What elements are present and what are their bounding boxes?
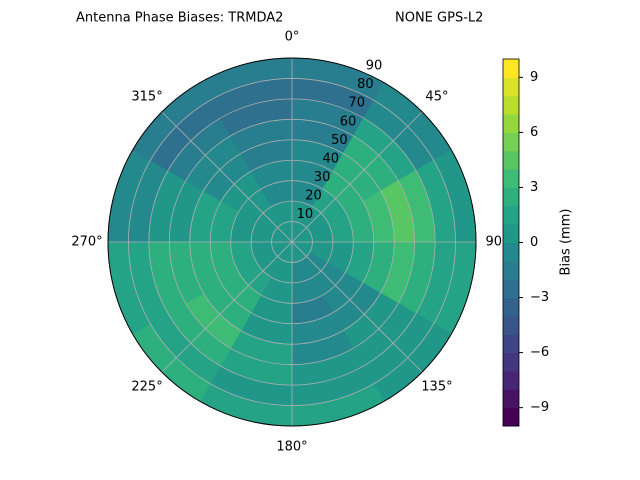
colorbar-band xyxy=(503,187,519,207)
colorbar-band xyxy=(503,407,519,427)
colorbar-band xyxy=(503,334,519,354)
r-tick-label: 80 xyxy=(357,77,374,92)
chart-title: Antenna Phase Biases: TRMDA2 xyxy=(76,11,283,26)
colorbar-band xyxy=(503,224,519,243)
angular-grid-line xyxy=(161,111,293,243)
colorbar-tick-label: 6 xyxy=(530,125,538,140)
theta-tick-label: 45° xyxy=(425,90,448,105)
colorbar-band xyxy=(503,77,519,97)
colorbar-band xyxy=(503,114,519,133)
colorbar-band xyxy=(503,370,519,390)
colorbar-band xyxy=(503,352,519,372)
angular-grid-line xyxy=(161,241,293,373)
colorbar-tick-label: −6 xyxy=(530,345,549,360)
r-tick-label: 30 xyxy=(314,170,331,185)
colorbar-band xyxy=(503,389,519,409)
theta-tick-label: 0° xyxy=(285,30,300,45)
colorbar-band xyxy=(503,59,519,78)
angular-grid-line xyxy=(291,241,423,373)
r-tick-label: 90 xyxy=(366,59,383,74)
r-tick-label: 10 xyxy=(297,207,314,222)
colorbar-band xyxy=(503,279,519,299)
theta-tick-label: 180° xyxy=(276,440,307,455)
theta-tick-label: 135° xyxy=(421,379,452,394)
polar-frame xyxy=(107,57,477,427)
theta-tick-label: 270° xyxy=(71,235,102,250)
r-tick-label: 20 xyxy=(305,188,322,203)
colorbar-tick-label: −9 xyxy=(530,400,549,415)
angular-grid-line xyxy=(291,111,423,243)
colorbar-band xyxy=(503,297,519,317)
chart-subtitle: NONE GPS-L2 xyxy=(395,11,483,26)
colorbar-band xyxy=(503,95,519,115)
colorbar-tick-label: 9 xyxy=(530,70,538,85)
colorbar-band xyxy=(503,242,519,262)
colorbar-tick-label: 3 xyxy=(530,180,538,195)
colorbar-band xyxy=(503,150,519,170)
r-tick-label: 50 xyxy=(331,133,348,148)
r-tick-label: 40 xyxy=(323,151,340,166)
r-tick-label: 60 xyxy=(340,114,357,129)
colorbar-label: Bias (mm) xyxy=(559,209,574,276)
colorbar-band xyxy=(503,315,519,335)
colorbar-band xyxy=(503,260,519,280)
theta-tick-label: 315° xyxy=(131,90,162,105)
r-tick-label: 70 xyxy=(348,96,365,111)
colorbar-band xyxy=(503,132,519,152)
colorbar-band xyxy=(503,169,519,188)
theta-tick-label: 225° xyxy=(131,379,162,394)
colorbar-tick-label: 0 xyxy=(530,235,538,250)
colorbar-tick-label: −3 xyxy=(530,290,549,305)
colorbar-band xyxy=(503,205,519,225)
